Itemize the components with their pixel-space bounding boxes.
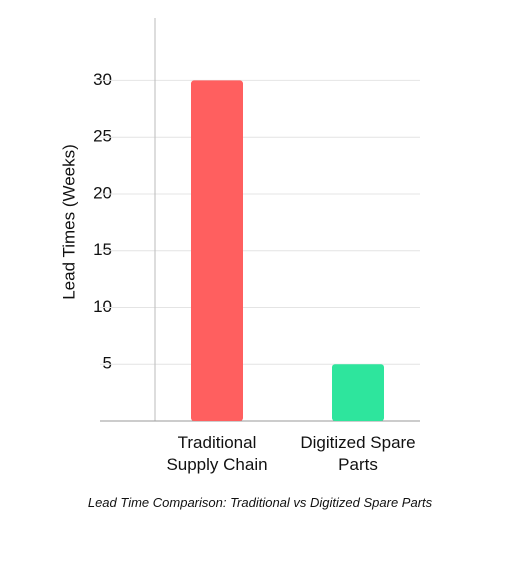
y-tick-label: 20	[93, 183, 112, 202]
x-tick-label: Digitized Spare Parts	[300, 433, 416, 474]
y-tick-label: 30	[93, 70, 112, 89]
bar	[191, 80, 243, 422]
y-tick-label: 15	[93, 240, 112, 259]
caption: Lead Time Comparison: Traditional vs Dig…	[87, 495, 433, 510]
y-tick-label: 25	[93, 127, 112, 146]
y-tick-label: 5	[103, 354, 112, 373]
x-tick-label: Traditional Supply Chain	[166, 433, 268, 474]
bar	[332, 364, 384, 421]
y-axis-label: Lead Times (Weeks)	[59, 144, 78, 300]
y-tick-label: 10	[93, 297, 112, 316]
